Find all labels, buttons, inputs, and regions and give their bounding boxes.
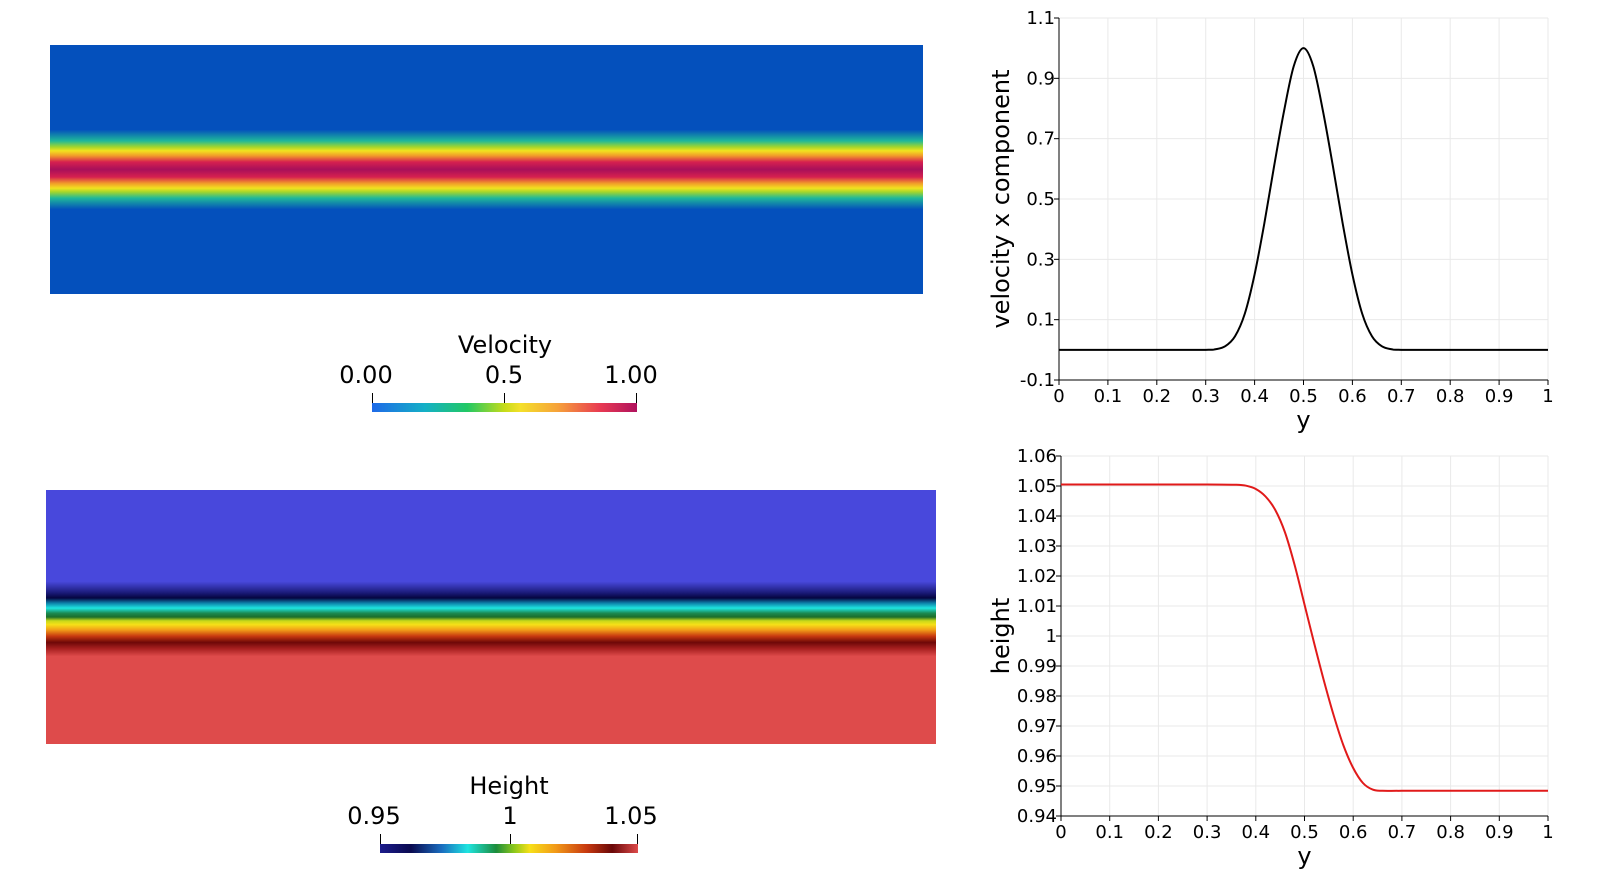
velocity-field-svg: [50, 45, 923, 294]
y-tick-label: 1: [1046, 626, 1057, 647]
x-axis-label: y: [1297, 842, 1311, 870]
y-tick-label: 1.1: [1026, 8, 1055, 29]
x-tick-label: 0.9: [1485, 386, 1514, 407]
x-tick-label: 0.3: [1191, 386, 1220, 407]
y-tick-label: -0.1: [1020, 370, 1055, 391]
velocity-colorbar-tick-max: 1.00: [604, 361, 658, 389]
x-tick-label: 0.5: [1290, 822, 1319, 843]
y-axis-label: velocity x component: [987, 69, 1015, 328]
velocity-colorbar-title: Velocity: [457, 331, 553, 359]
x-tick-label: 0.5: [1289, 386, 1318, 407]
height-colorbar-mark-min: [380, 834, 381, 845]
x-tick-label: 0.1: [1095, 822, 1124, 843]
x-tick-label: 0.6: [1339, 822, 1368, 843]
velocity-colorbar-mark-max: [636, 393, 637, 404]
height-colorbar-mark-mid: [510, 834, 511, 845]
velocity-colorbar-tick-min: 0.00: [339, 361, 393, 389]
height-colorbar-tick-max: 1.05: [604, 802, 658, 830]
series-line-0: [1059, 47, 1548, 351]
x-tick-label: 0.7: [1388, 822, 1417, 843]
y-tick-label: 0.98: [1017, 686, 1057, 707]
height-field-svg: [46, 490, 936, 744]
y-tick-label: 0.97: [1017, 716, 1057, 737]
x-tick-label: 0.1: [1094, 386, 1123, 407]
velocity-colorbar-mark-min: [372, 393, 373, 404]
x-tick-label: 0.2: [1142, 386, 1171, 407]
y-tick-label: 1.02: [1017, 566, 1057, 587]
x-tick-label: 0: [1055, 822, 1066, 843]
height-colorbar-title: Height: [469, 772, 549, 800]
x-tick-label: 0.4: [1241, 822, 1270, 843]
x-tick-label: 0.7: [1387, 386, 1416, 407]
x-tick-label: 0.8: [1436, 386, 1465, 407]
height-colorbar-tick-min: 0.95: [347, 802, 401, 830]
y-tick-label: 0.96: [1017, 746, 1057, 767]
x-tick-label: 0.2: [1144, 822, 1173, 843]
height-colorbar-tick-mid: 1: [502, 802, 518, 830]
y-tick-label: 1.04: [1017, 506, 1057, 527]
y-tick-label: 1.06: [1017, 446, 1057, 467]
y-tick-label: 0.9: [1026, 68, 1055, 89]
y-tick-label: 1.05: [1017, 476, 1057, 497]
height-line-chart: 0 0.1 0.2 0.3 0.4 0.5 0.6 0.7 0.8 0.9 1 0.94 0.95 0.9…: [987, 446, 1554, 870]
x-tick-label: 0: [1053, 386, 1064, 407]
y-tick-label: 1.03: [1017, 536, 1057, 557]
x-tick-label: 0.6: [1338, 386, 1367, 407]
y-tick-label: 0.99: [1017, 656, 1057, 677]
velocity-field-plot: [50, 45, 923, 294]
series-line-0: [1061, 483, 1548, 792]
x-tick-label: 1: [1542, 822, 1553, 843]
x-tick-label: 0.9: [1485, 822, 1514, 843]
x-tick-label: 1: [1542, 386, 1553, 407]
height-colorbar: [380, 844, 638, 853]
velocity-colorbar: [372, 403, 637, 412]
x-tick-label: 0.3: [1193, 822, 1222, 843]
y-tick-label: 0.1: [1026, 310, 1055, 331]
y-tick-label: 0.5: [1026, 189, 1055, 210]
velocity-colorbar-tick-mid: 0.5: [484, 361, 524, 389]
height-field-fill: [46, 490, 936, 744]
y-tick-label: 0.3: [1026, 249, 1055, 270]
y-tick-label: 0.7: [1026, 129, 1055, 150]
velocity-colorbar-mark-mid: [504, 393, 505, 404]
x-axis-label: y: [1296, 406, 1310, 434]
x-tick-label: 0.8: [1436, 822, 1465, 843]
x-tick-label: 0.4: [1240, 386, 1269, 407]
y-tick-label: 0.95: [1017, 776, 1057, 797]
y-axis-label: height: [987, 598, 1015, 675]
y-tick-label: 0.94: [1017, 806, 1057, 827]
velocity-field-fill: [50, 45, 923, 294]
height-colorbar-mark-max: [637, 834, 638, 845]
y-tick-label: 1.01: [1017, 596, 1057, 617]
velocity-line-chart: 0 0.1 0.2 0.3 0.4 0.5 0.6 0.7 0.8 0.9 1 -0.1 0.1 0.3 0…: [987, 8, 1554, 434]
height-field-plot: [46, 490, 936, 744]
